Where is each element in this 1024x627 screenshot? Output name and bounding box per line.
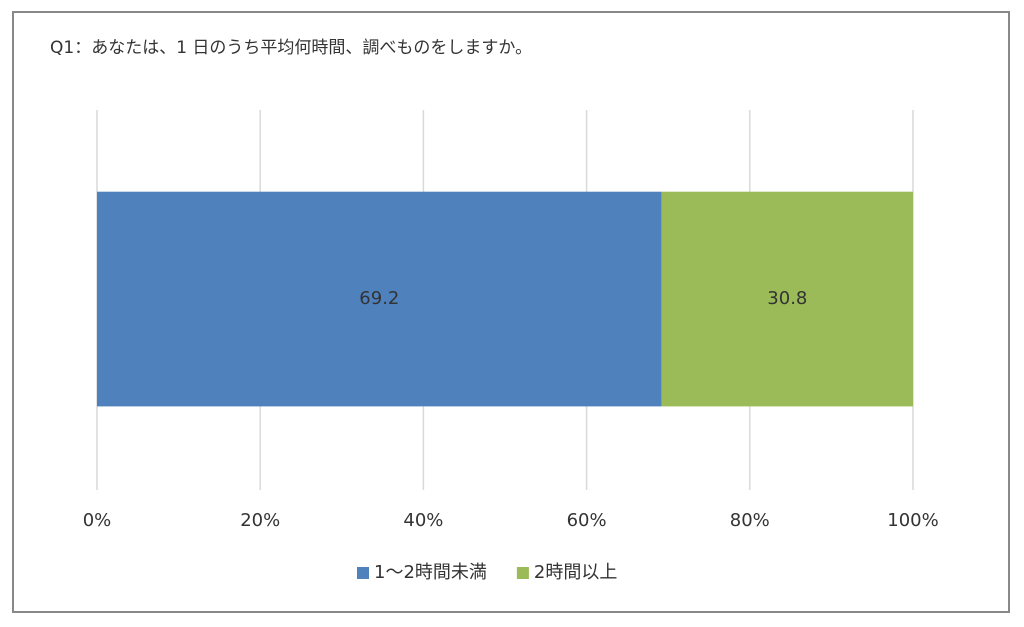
x-tick-label: 0%	[83, 510, 112, 531]
legend-swatch	[357, 567, 369, 579]
legend-label: 2時間以上	[534, 562, 617, 583]
x-tick-label: 40%	[403, 510, 443, 531]
x-tick-label: 20%	[240, 510, 280, 531]
bar-segment	[97, 191, 662, 407]
data-label: 30.8	[767, 288, 807, 309]
legend-label: 1～2時間未満	[374, 562, 487, 583]
x-tick-label: 60%	[567, 510, 607, 531]
x-tick-label: 100%	[887, 510, 938, 531]
data-label: 69.2	[359, 288, 399, 309]
bar-segment	[661, 191, 913, 407]
legend-swatch	[516, 567, 529, 579]
x-tick-label: 80%	[730, 510, 770, 531]
chart-title: Q1：あなたは、1 日のうち平均何時間、調べものをしますか。	[50, 38, 532, 58]
